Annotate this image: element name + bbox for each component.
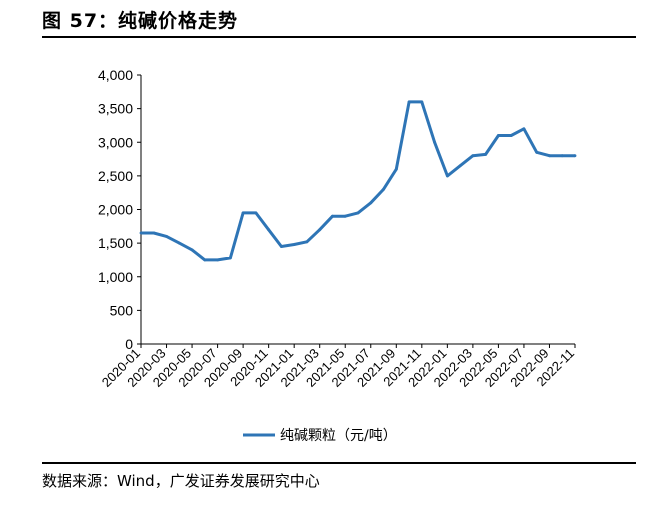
- data-point: [177, 241, 181, 245]
- data-point: [382, 187, 385, 191]
- x-axis-ticks: 2020-012020-032020-052020-072020-092020-…: [99, 344, 577, 390]
- data-point: [522, 127, 526, 131]
- chart-axes: [140, 75, 575, 345]
- data-point: [420, 100, 424, 104]
- y-tick-label: 500: [110, 302, 134, 318]
- figure-title: 图 57：纯碱价格走势: [42, 10, 239, 32]
- data-point: [548, 154, 551, 158]
- data-point: [280, 245, 283, 248]
- data-point: [560, 154, 564, 158]
- data-point: [254, 211, 258, 215]
- legend-label: 纯碱颗粒（元/吨）: [280, 428, 397, 444]
- y-tick-label: 3,000: [98, 134, 133, 150]
- data-point: [535, 150, 539, 154]
- title-rule: [42, 36, 636, 38]
- data-point: [484, 153, 487, 156]
- y-tick-label: 2,000: [98, 202, 133, 218]
- data-point: [458, 164, 462, 168]
- data-point: [165, 235, 168, 238]
- data-point: [190, 248, 194, 252]
- source-rule: [42, 462, 636, 464]
- data-point: [292, 243, 296, 246]
- data-point: [343, 214, 347, 218]
- y-tick-label: 4,000: [98, 67, 133, 83]
- data-point: [318, 228, 322, 232]
- y-tick-label: 0: [125, 336, 133, 352]
- data-point: [216, 258, 220, 262]
- y-tick-label: 2,500: [98, 168, 133, 184]
- data-point: [139, 231, 143, 235]
- y-tick-label: 3,500: [98, 101, 133, 117]
- data-point: [356, 211, 360, 215]
- data-point: [471, 154, 475, 158]
- data-point: [305, 240, 309, 244]
- data-point: [241, 211, 245, 215]
- data-point: [152, 231, 156, 235]
- y-tick-label: 1,000: [98, 269, 133, 285]
- data-point: [267, 228, 270, 232]
- data-point: [497, 134, 500, 137]
- legend: 纯碱颗粒（元/吨）: [243, 428, 397, 444]
- y-tick-label: 1,500: [98, 235, 133, 251]
- data-point: [573, 154, 577, 158]
- data-point: [229, 256, 232, 260]
- data-point: [369, 201, 373, 205]
- data-point: [433, 140, 436, 144]
- data-point: [446, 174, 449, 178]
- data-point: [509, 134, 513, 137]
- data-point: [331, 214, 334, 218]
- source-note: 数据来源：Wind，广发证券发展研究中心: [42, 472, 320, 490]
- series-line: [141, 100, 575, 262]
- data-point: [407, 100, 411, 104]
- series-layer: [139, 100, 577, 262]
- data-point: [394, 167, 398, 171]
- y-axis-ticks: 0 500 1,000 1,500 2,000 2,500 3,000 3,500 4,000: [98, 67, 141, 352]
- data-point: [203, 258, 207, 262]
